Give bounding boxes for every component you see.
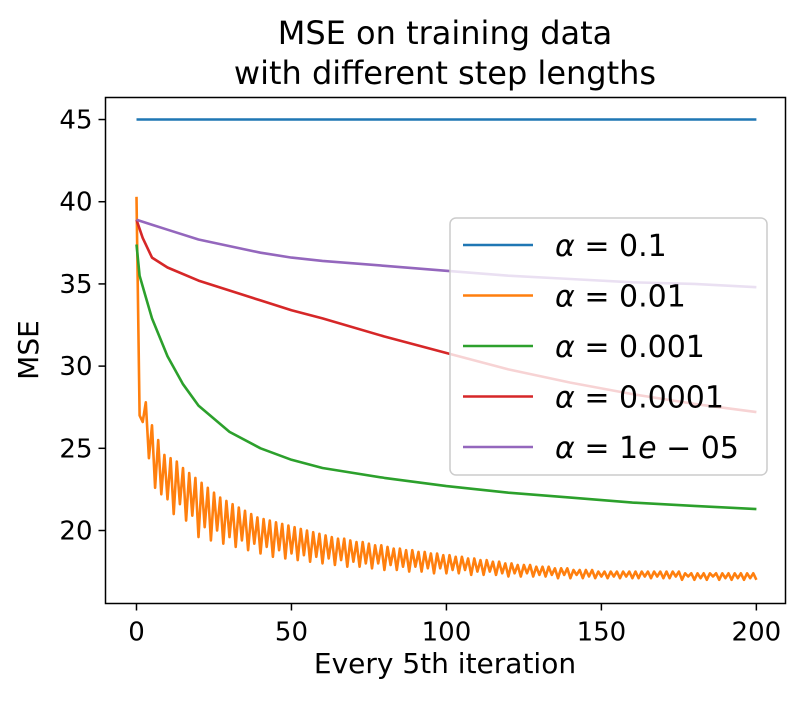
y-tick-label: 40	[59, 188, 92, 218]
series-line-2	[135, 244, 757, 511]
x-tick-label: 200	[732, 618, 782, 648]
y-axis-label: MSE	[12, 320, 45, 380]
x-tick-label: 50	[275, 618, 308, 648]
chart-title-line-2: with different step lengths	[234, 54, 656, 92]
legend-label-1: α = 0.01	[555, 280, 686, 315]
legend-label-3: α = 0.0001	[555, 381, 724, 416]
legend-frame	[449, 217, 768, 476]
series-line-1	[135, 196, 758, 582]
y-tick-label: 30	[59, 352, 92, 382]
legend-label-4: α = 1e − 05	[555, 431, 739, 466]
legend: α = 0.1 α = 0.01 α = 0.001 α = 0.0001 α = 1e…	[449, 217, 768, 476]
y-tick-label: 25	[59, 434, 92, 464]
axes-frame	[104, 96, 787, 605]
x-tick-label: 100	[422, 618, 472, 648]
x-tick-label: 150	[577, 618, 627, 648]
legend-label-0: α = 0.1	[555, 229, 667, 264]
chart-title-line-1: MSE on training data	[278, 14, 613, 52]
legend-label-2: α = 0.001	[555, 330, 705, 365]
x-tick-label: 0	[128, 618, 145, 648]
x-axis: 0 50 100 150 200	[128, 603, 782, 648]
y-axis: 20 25 30 35 40 45	[59, 106, 106, 547]
x-axis-label: Every 5th iteration	[314, 647, 576, 680]
y-tick-label: 20	[59, 517, 92, 547]
y-tick-label: 45	[59, 106, 92, 136]
y-tick-label: 35	[59, 270, 92, 300]
